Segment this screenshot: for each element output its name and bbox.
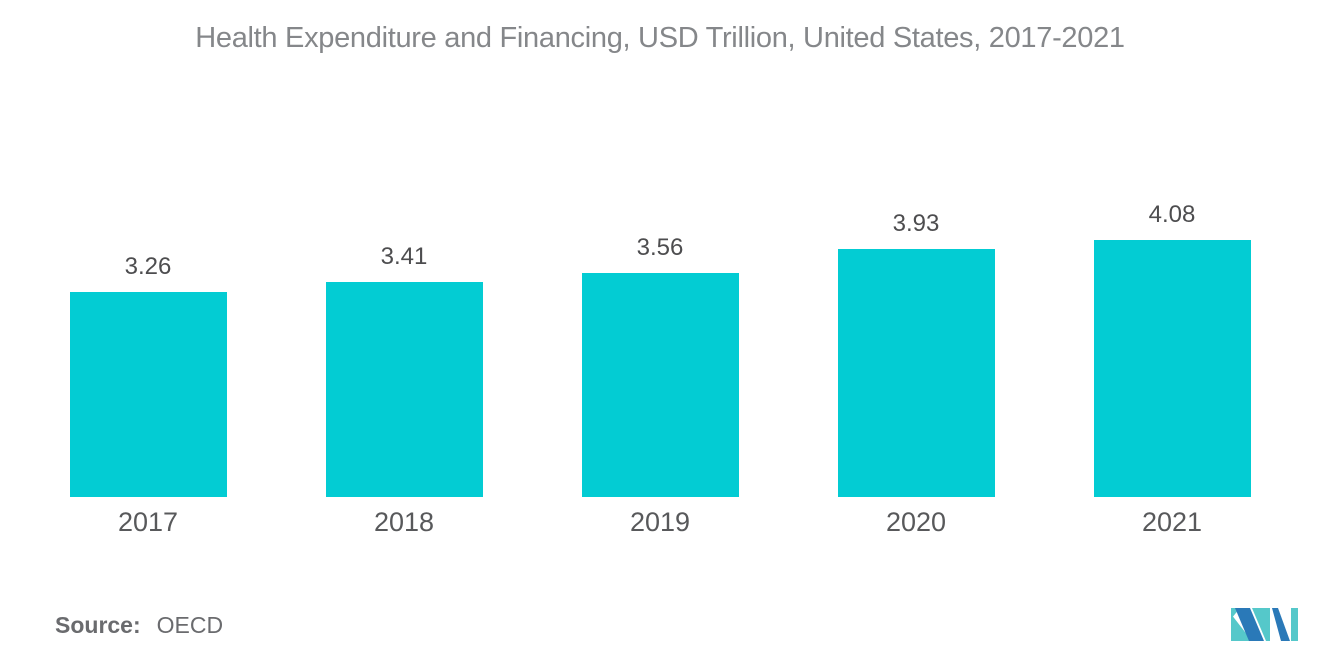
bar [837,249,995,497]
bar-value-label: 3.93 [892,210,940,237]
chart-title: Health Expenditure and Financing, USD Tr… [195,22,1125,54]
source-label: Source: [55,612,141,638]
bar-column: 3.26 2017 [20,190,276,536]
bar-column: 3.93 2020 [788,190,1044,536]
bar-chart: 3.26 2017 3.41 2018 3.56 2019 3.93 2020 … [20,190,1300,536]
bar-column: 3.41 2018 [276,190,532,536]
source-value: OECD [156,612,224,638]
bar [1093,240,1251,497]
bar [325,282,483,497]
bar-year-label: 2018 [373,507,435,537]
bar-value-label: 3.56 [636,234,684,261]
bar-year-label: 2021 [1141,507,1203,537]
source-line: Source: OECD [55,612,223,639]
bar-column: 4.08 2021 [1044,190,1300,536]
bar-column: 3.56 2019 [532,190,788,536]
bar-year-label: 2020 [885,507,947,537]
bar-value-label: 4.08 [1148,201,1196,228]
bar-value-label: 3.41 [380,243,428,270]
bar [69,292,227,497]
bar-year-label: 2019 [629,507,691,537]
bar-value-label: 3.26 [124,253,172,280]
bar-year-label: 2017 [117,507,179,537]
bar [581,273,739,497]
mordor-intelligence-logo-icon [1231,608,1298,641]
